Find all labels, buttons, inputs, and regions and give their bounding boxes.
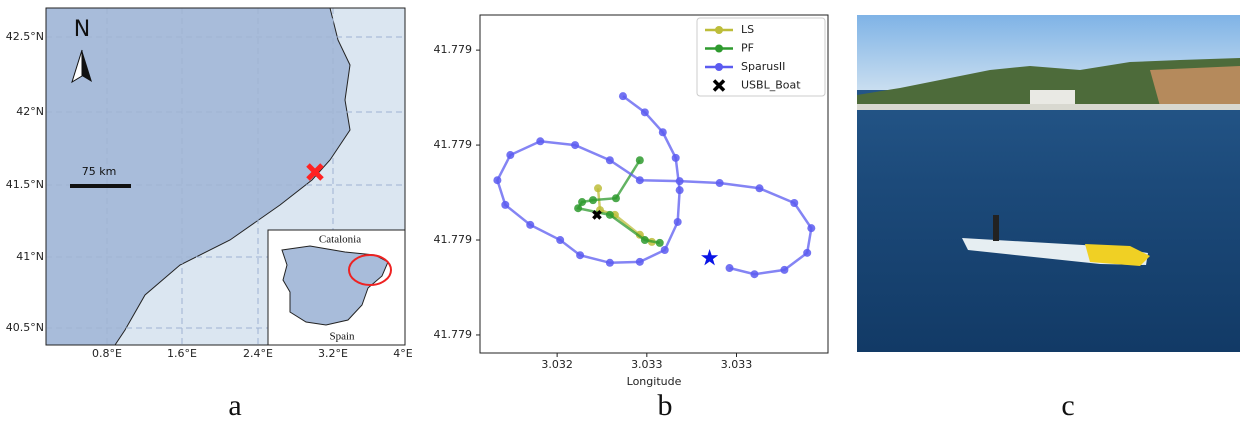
north-label: N [74, 17, 90, 42]
land [45, 7, 351, 346]
y-tick-label: 41.779 [434, 328, 473, 341]
lon-label: 4°E [393, 347, 412, 360]
lat-label: 42.5°N [6, 30, 44, 43]
series-line [496, 95, 813, 276]
y-tick-label: 41.779 [434, 43, 473, 56]
x-tick-label: 3.033 [721, 358, 753, 371]
point [807, 224, 816, 233]
point [675, 186, 684, 195]
point [655, 238, 664, 247]
point [635, 156, 644, 165]
point [574, 204, 583, 213]
legend-marker [712, 79, 726, 92]
legend-marker [715, 26, 723, 34]
lat-label: 41°N [16, 250, 44, 263]
legend-marker [715, 63, 723, 71]
point [658, 128, 667, 137]
cliff [1150, 66, 1240, 106]
point [594, 184, 603, 193]
point [501, 200, 510, 209]
y-tick-label: 41.779 [434, 138, 473, 151]
lat-label: 42°N [16, 105, 44, 118]
legend: LS PF SparusII USBL_Boat [696, 17, 826, 97]
legend-marker [715, 44, 723, 53]
y-tick-label: 41.779 [434, 233, 473, 246]
legend-label: USBL_Boat [741, 79, 801, 92]
point [673, 217, 682, 226]
point [605, 258, 614, 267]
point [725, 264, 734, 273]
hills [857, 58, 1240, 108]
building [1030, 90, 1075, 106]
lon-label: 3.2°E [318, 347, 348, 360]
inset-spain [281, 245, 389, 326]
point [635, 176, 644, 185]
site-marker [306, 163, 324, 181]
scale-label: 75 km [82, 165, 117, 178]
x-tick-label: 3.032 [541, 358, 573, 371]
lon-label: 0.8°E [92, 347, 122, 360]
point [750, 270, 759, 279]
north-arrow [82, 50, 92, 82]
inset-circle [348, 254, 392, 286]
x-marker [592, 210, 602, 220]
lat-label: 41.5°N [6, 178, 44, 191]
point [675, 177, 684, 186]
caption: b [658, 389, 673, 422]
point [611, 194, 620, 203]
point [493, 176, 502, 185]
map-frame [45, 7, 406, 346]
point [803, 248, 812, 257]
legend-box [696, 17, 826, 97]
harbor [857, 104, 1240, 110]
photo-panel [857, 15, 1240, 352]
plot-frame [479, 14, 829, 354]
point [578, 198, 587, 207]
point [556, 236, 565, 245]
point [790, 198, 799, 207]
x-axis-label: Longitude [627, 375, 682, 388]
point [635, 257, 644, 266]
legend-label: PF [741, 42, 754, 55]
point [506, 151, 515, 160]
vehicle-antenna [993, 215, 999, 241]
lon-label: 1.6°E [167, 347, 197, 360]
lat-label: 40.5°N [6, 321, 44, 334]
x-marker-stroke [592, 210, 602, 220]
vehicle-nose [1085, 244, 1150, 266]
x-tick-label: 3.033 [631, 358, 663, 371]
caption: c [1061, 389, 1074, 422]
caption: a [228, 389, 241, 422]
point [605, 156, 614, 165]
map-panel: N 75 km Catalonia Spain 42.5°N 42°N 41.5… [6, 7, 413, 360]
end-marker [701, 249, 719, 266]
inset-label: Catalonia [319, 234, 361, 246]
point [571, 141, 580, 150]
point [526, 220, 535, 229]
point [576, 251, 585, 260]
legend-label: SparusII [741, 60, 785, 73]
point [780, 265, 789, 274]
point [715, 179, 724, 188]
lon-label: 2.4°E [243, 347, 273, 360]
point [640, 108, 649, 117]
point [660, 245, 669, 254]
point [536, 137, 545, 146]
point [618, 92, 627, 101]
point [640, 236, 649, 245]
point [671, 153, 680, 162]
point [755, 184, 764, 193]
legend-label: LS [741, 23, 754, 36]
inset-label: Spain [329, 331, 355, 343]
point [605, 210, 614, 219]
point [589, 196, 598, 205]
